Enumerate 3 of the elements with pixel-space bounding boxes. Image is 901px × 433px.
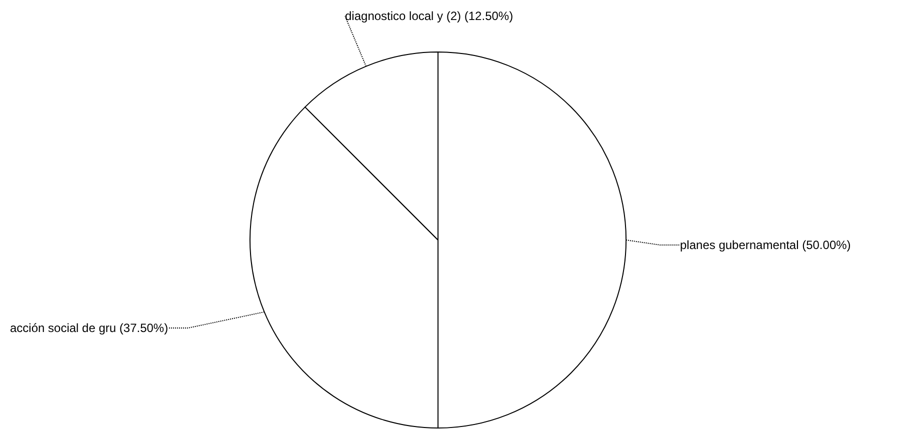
slice-label: diagnostico local y (2) (12.50%)	[345, 9, 514, 23]
slice-label: planes gubernamental (50.00%)	[680, 238, 851, 252]
slice-label: acción social de gru (37.50%)	[10, 321, 168, 335]
